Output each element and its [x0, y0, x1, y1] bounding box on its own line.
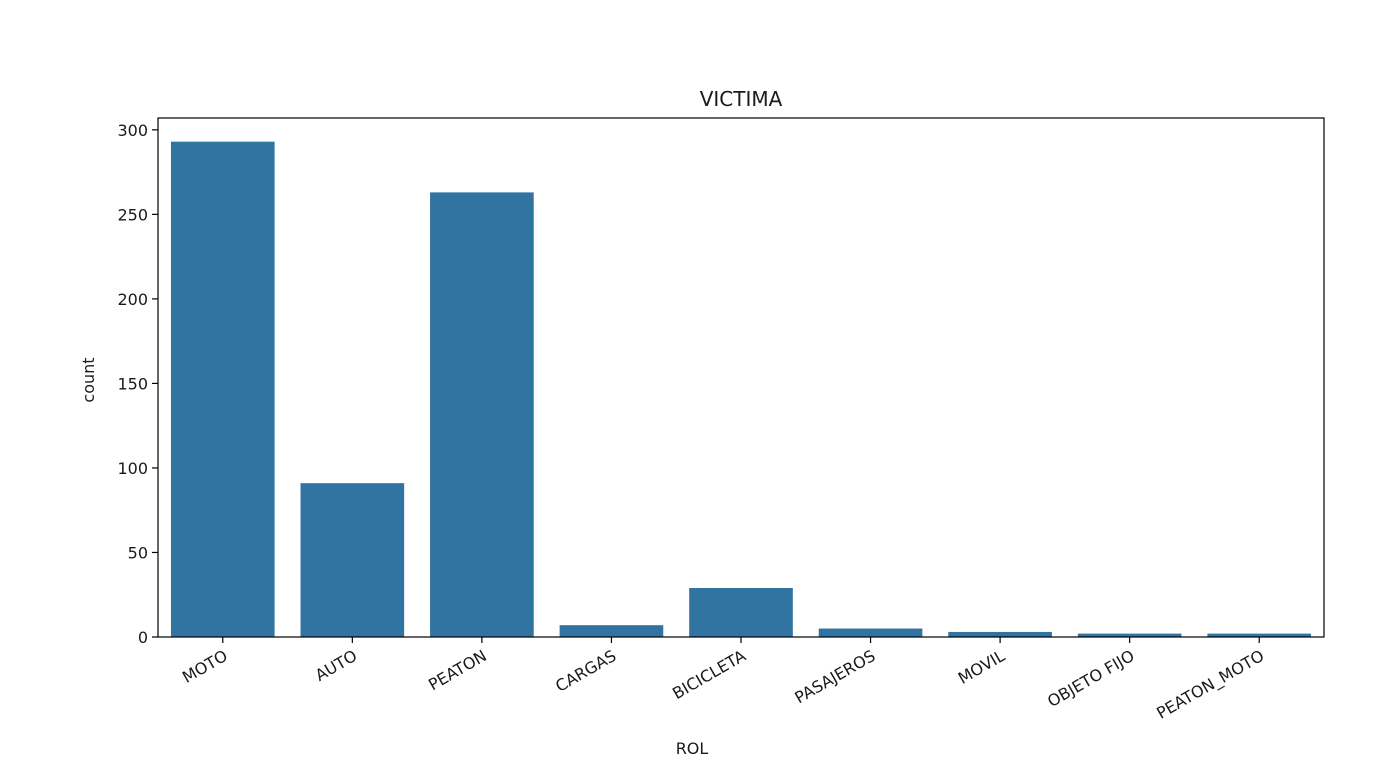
- plot-frame: [157, 117, 1325, 638]
- y-tick-label: 50: [128, 543, 148, 562]
- bar-objeto-fijo: [1077, 633, 1182, 637]
- x-tick-label: MOVIL: [955, 646, 1008, 688]
- chart-title: VICTIMA: [700, 87, 783, 111]
- bar-auto: [300, 483, 405, 637]
- bar-cargas: [559, 625, 664, 637]
- bars-group: [170, 141, 1312, 637]
- x-tick-label: PASAJEROS: [791, 646, 878, 707]
- y-tick-label: 300: [117, 121, 148, 140]
- x-tick-label: AUTO: [312, 646, 360, 685]
- y-axis-ticks: 0 50 100 150 200 250 300: [117, 121, 158, 647]
- bar-movil: [948, 631, 1052, 637]
- bar-pasajeros: [818, 628, 923, 637]
- x-tick-label: CARGAS: [552, 646, 619, 696]
- y-tick-label: 250: [117, 205, 148, 224]
- bar-moto: [170, 141, 275, 637]
- y-tick-label: 0: [138, 628, 148, 647]
- x-tick-label: PEATON: [425, 646, 490, 694]
- x-axis-ticks: MOTO AUTO PEATON CARGAS BICICLETA PASAJEROS MO…: [179, 637, 1268, 724]
- y-axis-label: count: [79, 357, 98, 402]
- y-tick-label: 100: [117, 459, 148, 478]
- bar-peaton: [430, 192, 534, 637]
- y-tick-label: 150: [117, 374, 148, 393]
- x-tick-label: PEATON_MOTO: [1153, 646, 1267, 724]
- y-tick-label: 200: [117, 290, 148, 309]
- x-tick-label: OBJETO FIJO: [1044, 646, 1138, 711]
- x-tick-label: MOTO: [179, 646, 231, 687]
- x-axis-label: ROL: [676, 739, 709, 758]
- bar-peaton-moto: [1207, 633, 1312, 637]
- x-tick-label: BICICLETA: [669, 646, 749, 703]
- bar-bicicleta: [689, 587, 793, 637]
